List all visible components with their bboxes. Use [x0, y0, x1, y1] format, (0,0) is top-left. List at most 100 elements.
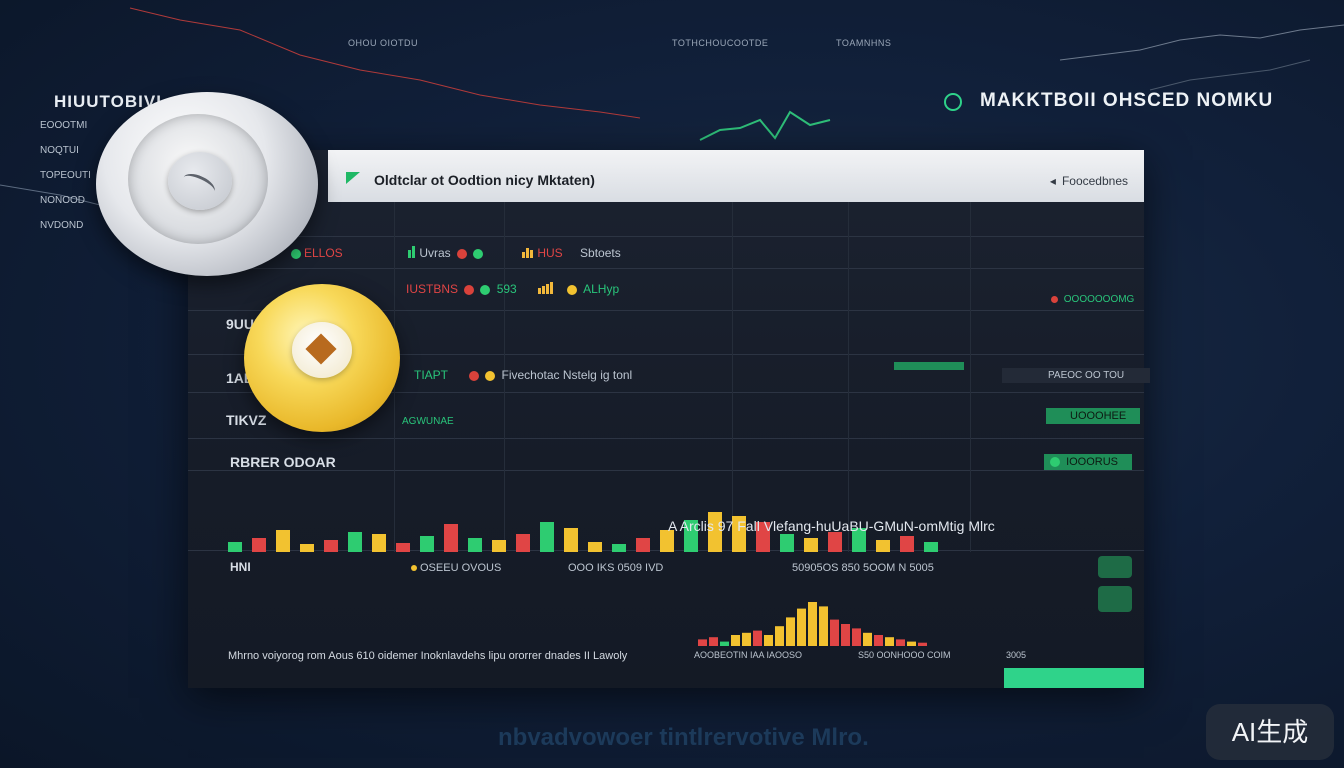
chart-bar [492, 540, 506, 552]
chart-bar [468, 538, 482, 552]
row-divider [188, 438, 1144, 439]
row-divider [188, 392, 1144, 393]
row2-right-text: OOOOOOOMG [1063, 294, 1135, 305]
back-arrow-icon: ◂ [1049, 174, 1056, 188]
chart-bar [516, 534, 530, 552]
chart-bar [756, 522, 770, 552]
chart-bar [786, 617, 795, 646]
col-divider [970, 202, 971, 552]
volume-bar-chart [228, 512, 938, 552]
status-dot-icon [411, 565, 417, 572]
chart-bar [612, 544, 626, 552]
chart-bar [764, 635, 773, 646]
chart-bar [819, 606, 828, 646]
title-action-label: Foocedbnes [1061, 174, 1128, 188]
row4-col3-text: Fivechotac Nstelg ig tonl [501, 368, 633, 382]
status-dot-icon [485, 370, 496, 381]
row1-col2[interactable]: Uvras [408, 246, 486, 261]
chart-bar [252, 538, 266, 552]
coin-badge [292, 322, 352, 378]
col-divider [504, 202, 505, 552]
progress-fill [1004, 668, 1144, 688]
chart-caption: A Arclis 97 Fall Vlefang-huUaBU-GMuN-omM… [668, 518, 995, 534]
status-dot-icon [567, 284, 578, 295]
chart-bar [830, 619, 839, 646]
chart-bar [841, 624, 850, 646]
chart-bar [698, 639, 707, 646]
row2-col2-text: IUSTBNS [406, 282, 459, 296]
side-action-button[interactable] [1098, 556, 1132, 578]
status-dot-icon [457, 248, 468, 259]
row6-right-text: IOOORUS [1066, 456, 1119, 468]
row1-col1[interactable]: ELLOS [288, 246, 343, 260]
chart-bar [300, 544, 314, 552]
chart-bar [660, 530, 674, 552]
mini-bars-icon [408, 246, 416, 261]
chart-bar [852, 528, 866, 552]
mini-bars-icon [522, 247, 534, 261]
mini-bars-icon [538, 282, 554, 297]
chart-bar [780, 534, 794, 552]
side-list-item: NONOOD [40, 195, 85, 206]
status-dot-icon [464, 284, 475, 295]
status-dot-icon [291, 248, 301, 259]
chart-bar [918, 642, 927, 646]
side-list-item: NOQTUI [40, 145, 79, 156]
progress-bar [1004, 668, 1144, 688]
row1-col3-text: HUS [537, 246, 563, 260]
row2-col2[interactable]: IUSTBNS 593 ALHyp [406, 282, 619, 297]
chart-bar [896, 639, 905, 646]
chart-bar [900, 536, 914, 552]
row4-col2[interactable]: TIAPT Fivechotac Nstelg ig tonl [414, 368, 632, 382]
depth-bar-chart [698, 602, 927, 646]
window-titlebar: Oldtclar ot Oodtion nicy Mktaten) ◂ Fooce… [328, 150, 1144, 202]
app-flag-icon [346, 172, 360, 184]
chart-bar [885, 637, 894, 646]
chart-bar [588, 542, 602, 552]
row-divider [188, 268, 1144, 269]
bg-label: TOAMNHNS [836, 38, 892, 48]
side-action-button[interactable] [1098, 586, 1132, 612]
row1-col2-text: Uvras [419, 246, 451, 260]
row-divider [188, 310, 1144, 311]
chart-bar [684, 520, 698, 552]
chart-bar [228, 542, 242, 552]
dial-face [128, 114, 268, 244]
diamond-icon [305, 333, 337, 365]
chart-bar [444, 524, 458, 552]
row4-green-bar [894, 362, 964, 370]
row5-right-text: UOOOHEE [1070, 410, 1127, 422]
row-divider [188, 236, 1144, 237]
chart-bar [709, 637, 718, 646]
title-action[interactable]: ◂ Foocedbnes [1050, 174, 1128, 188]
hn-item[interactable]: OSEEU OVOUS [408, 562, 501, 574]
chart-bar [276, 530, 290, 552]
chart-bar [396, 543, 410, 552]
chart-bar [863, 632, 872, 646]
col-divider [732, 202, 733, 552]
status-dot-icon [1051, 295, 1058, 303]
row5-col2[interactable]: AGWUNAE [402, 416, 454, 427]
chart-bar [636, 538, 650, 552]
row2-right[interactable]: OOOOOOOMG [1048, 294, 1134, 305]
chart-bar [540, 522, 554, 552]
bottom-axis-right: S50 OONHOOO COIM [858, 650, 951, 660]
row1-col3[interactable]: HUS Sbtoets [522, 246, 621, 261]
row4-col2-text: TIAPT [414, 368, 448, 382]
side-list-item: EOOOTMI [40, 120, 88, 131]
hn-item[interactable]: 50905OS 850 5OOM N 5005 [792, 562, 934, 574]
hn-item[interactable]: OOO IKS 0509 IVD [568, 562, 664, 574]
status-dot-icon [480, 284, 491, 295]
chart-bar [874, 635, 883, 646]
row4-right[interactable]: PAEOC OO TOU [1002, 368, 1151, 383]
side-list: EOOOTMI NOQTUI TOPEOUTI NONOOD NVDOND [40, 120, 190, 245]
row6-right[interactable]: IOOORUS [1044, 454, 1133, 470]
hn-item-text: OSEEU OVOUS [420, 562, 502, 574]
dial-center [168, 152, 232, 210]
chart-bar [808, 602, 817, 646]
row-hn-label: HNI [230, 560, 251, 574]
window-title: Oldtclar ot Oodtion nicy Mktaten) [374, 172, 595, 188]
chart-bar [742, 632, 751, 646]
row5-right[interactable]: UOOOHEE [1046, 408, 1141, 424]
status-dot-icon [473, 248, 484, 259]
